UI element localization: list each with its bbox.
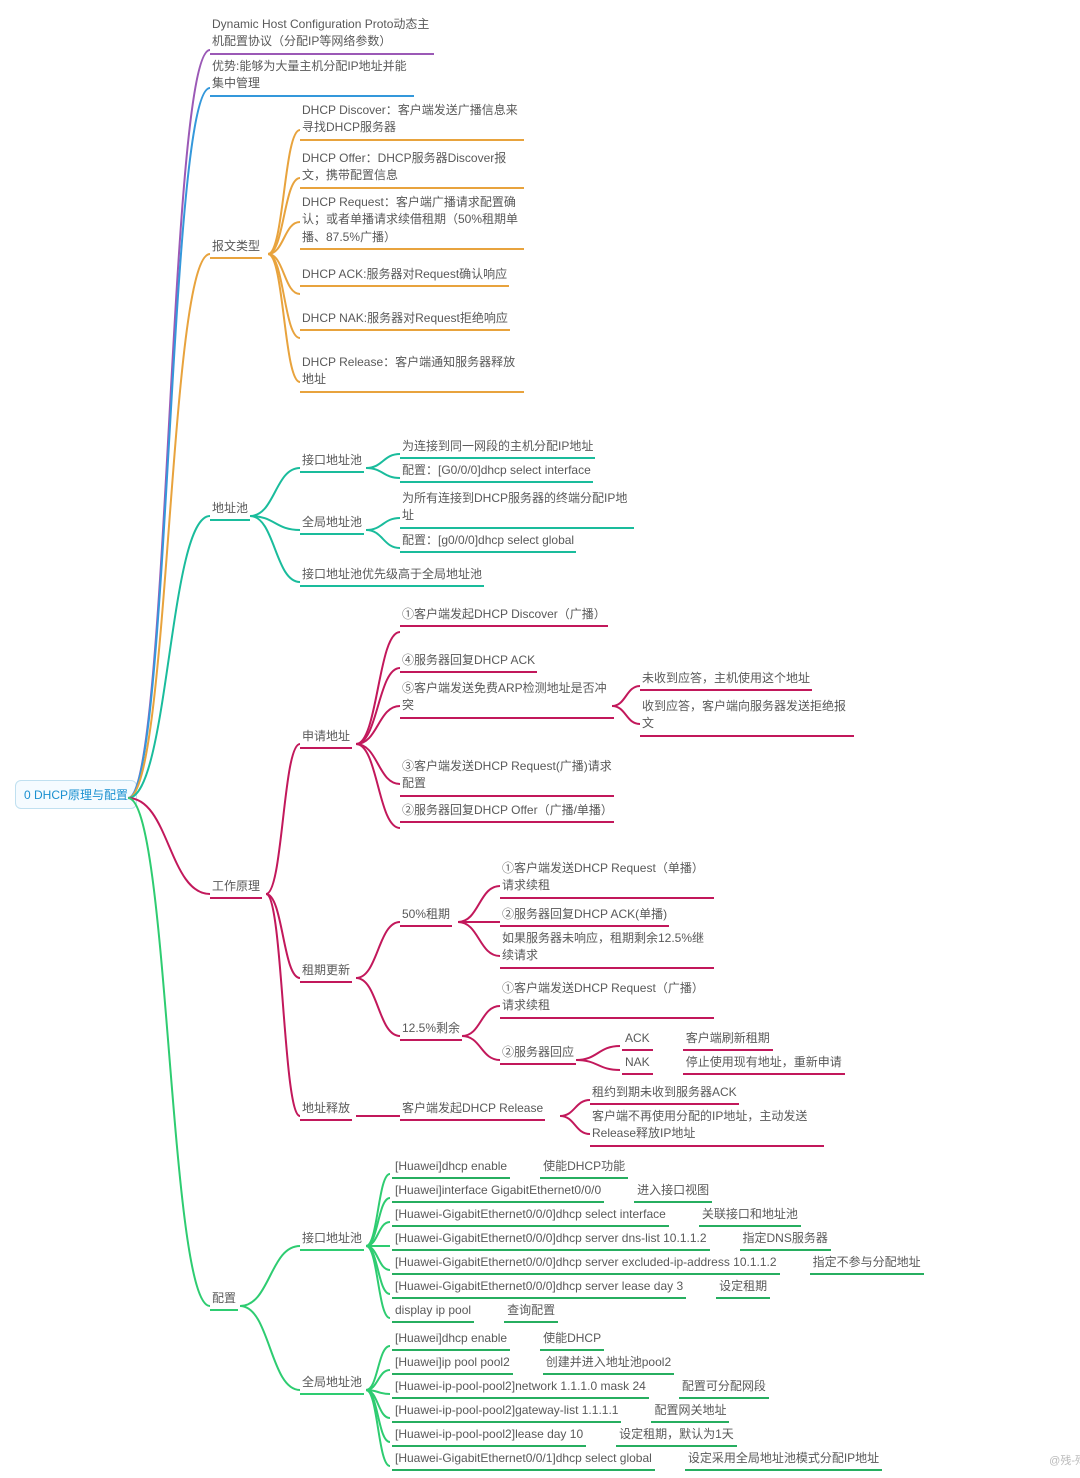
mindmap-node[interactable]: 配置：[g0/0/0]dhcp select global <box>400 532 576 553</box>
watermark: @残-殇 <box>1049 1452 1080 1468</box>
mindmap-node[interactable]: 50%租期 <box>400 906 452 927</box>
mindmap-node[interactable]: ②服务器回应 <box>500 1044 576 1065</box>
mindmap-node-pair[interactable]: [Huawei]dhcp enable使能DHCP功能 <box>390 1158 630 1181</box>
mindmap-node-pair[interactable]: [Huawei]interface GigabitEthernet0/0/0进入… <box>390 1182 714 1205</box>
mindmap-node[interactable]: 为连接到同一网段的主机分配IP地址 <box>400 438 595 459</box>
mindmap-node[interactable]: 申请地址 <box>300 728 352 749</box>
mindmap-node[interactable]: 地址池 <box>210 500 250 521</box>
mindmap-node[interactable]: 12.5%剩余 <box>400 1020 462 1041</box>
mindmap-node[interactable]: DHCP ACK:服务器对Request确认响应 <box>300 266 509 287</box>
mindmap-node[interactable]: DHCP Release：客户端通知服务器释放地址 <box>300 354 524 393</box>
mindmap-node[interactable]: ①客户端发送DHCP Request（单播）请求续租 <box>500 860 714 899</box>
mindmap-node[interactable]: 客户端不再使用分配的IP地址，主动发送Release释放IP地址 <box>590 1108 824 1147</box>
mindmap-node[interactable]: 租约到期未收到服务器ACK <box>590 1084 739 1105</box>
mindmap-node-pair[interactable]: [Huawei-ip-pool-pool2]network 1.1.1.0 ma… <box>390 1378 771 1401</box>
mindmap-node[interactable]: 客户端发起DHCP Release <box>400 1100 545 1121</box>
mindmap-node[interactable]: ①客户端发起DHCP Discover（广播） <box>400 606 608 627</box>
mindmap-node-pair[interactable]: [Huawei-GigabitEthernet0/0/0]dhcp server… <box>390 1254 926 1277</box>
mindmap-node[interactable]: 全局地址池 <box>300 514 364 535</box>
mindmap-node-pair[interactable]: [Huawei-ip-pool-pool2]lease day 10设定租期，默… <box>390 1426 739 1449</box>
mindmap-node[interactable]: Dynamic Host Configuration Proto动态主机配置协议… <box>210 16 434 55</box>
mindmap-node-pair[interactable]: [Huawei-GigabitEthernet0/0/0]dhcp select… <box>390 1206 803 1229</box>
mindmap-node[interactable]: 接口地址池 <box>300 452 364 473</box>
mindmap-node[interactable]: ②服务器回复DHCP Offer（广播/单播） <box>400 802 614 823</box>
mindmap-node-pair[interactable]: [Huawei]ip pool pool2创建并进入地址池pool2 <box>390 1354 676 1377</box>
mindmap-node[interactable]: 未收到应答，主机使用这个地址 <box>640 670 812 691</box>
mindmap-node-pair[interactable]: [Huawei-GigabitEthernet0/0/0]dhcp server… <box>390 1230 833 1253</box>
mindmap-node[interactable]: 全局地址池 <box>300 1374 364 1395</box>
mindmap-node[interactable]: DHCP Offer：DHCP服务器Discover报文，携带配置信息 <box>300 150 524 189</box>
mindmap-node-pair[interactable]: [Huawei-GigabitEthernet0/0/1]dhcp select… <box>390 1450 884 1473</box>
mindmap-node[interactable]: 工作原理 <box>210 878 262 899</box>
mindmap-node-pair[interactable]: [Huawei]dhcp enable使能DHCP <box>390 1330 606 1353</box>
mindmap-node[interactable]: ②服务器回复DHCP ACK(单播) <box>500 906 669 927</box>
mindmap-node[interactable]: ③客户端发送DHCP Request(广播)请求配置 <box>400 758 614 797</box>
mindmap-node[interactable]: 为所有连接到DHCP服务器的终端分配IP地址 <box>400 490 634 529</box>
mindmap-node[interactable]: ④服务器回复DHCP ACK <box>400 652 537 673</box>
mindmap-node[interactable]: 租期更新 <box>300 962 352 983</box>
mindmap-node[interactable]: 接口地址池优先级高于全局地址池 <box>300 566 484 587</box>
mindmap-node[interactable]: 配置：[G0/0/0]dhcp select interface <box>400 462 593 483</box>
root-node[interactable]: 0 DHCP原理与配置 <box>15 780 137 809</box>
mindmap: 0 DHCP原理与配置 @残-殇 Dynamic Host Configurat… <box>10 10 1080 1468</box>
mindmap-node-pair[interactable]: NAK停止使用现有地址，重新申请 <box>620 1054 847 1077</box>
mindmap-node-pair[interactable]: [Huawei-ip-pool-pool2]gateway-list 1.1.1… <box>390 1402 731 1425</box>
mindmap-node[interactable]: 接口地址池 <box>300 1230 364 1251</box>
mindmap-node[interactable]: DHCP Request：客户端广播请求配置确认；或者单播请求续借租期（50%租… <box>300 194 524 250</box>
mindmap-node[interactable]: 配置 <box>210 1290 238 1311</box>
mindmap-node[interactable]: DHCP NAK:服务器对Request拒绝响应 <box>300 310 510 331</box>
mindmap-node[interactable]: ①客户端发送DHCP Request（广播）请求续租 <box>500 980 714 1019</box>
mindmap-node[interactable]: DHCP Discover：客户端发送广播信息来寻找DHCP服务器 <box>300 102 524 141</box>
mindmap-node[interactable]: 地址释放 <box>300 1100 352 1121</box>
mindmap-node[interactable]: 如果服务器未响应，租期剩余12.5%继续请求 <box>500 930 714 969</box>
mindmap-node-pair[interactable]: [Huawei-GigabitEthernet0/0/0]dhcp server… <box>390 1278 772 1301</box>
mindmap-node[interactable]: 报文类型 <box>210 238 262 259</box>
mindmap-node[interactable]: ⑤客户端发送免费ARP检测地址是否冲突 <box>400 680 614 719</box>
mindmap-node-pair[interactable]: display ip pool查询配置 <box>390 1302 560 1325</box>
mindmap-node[interactable]: 收到应答，客户端向服务器发送拒绝报文 <box>640 698 854 737</box>
mindmap-node-pair[interactable]: ACK客户端刷新租期 <box>620 1030 775 1053</box>
mindmap-node[interactable]: 优势:能够为大量主机分配IP地址并能集中管理 <box>210 58 414 97</box>
